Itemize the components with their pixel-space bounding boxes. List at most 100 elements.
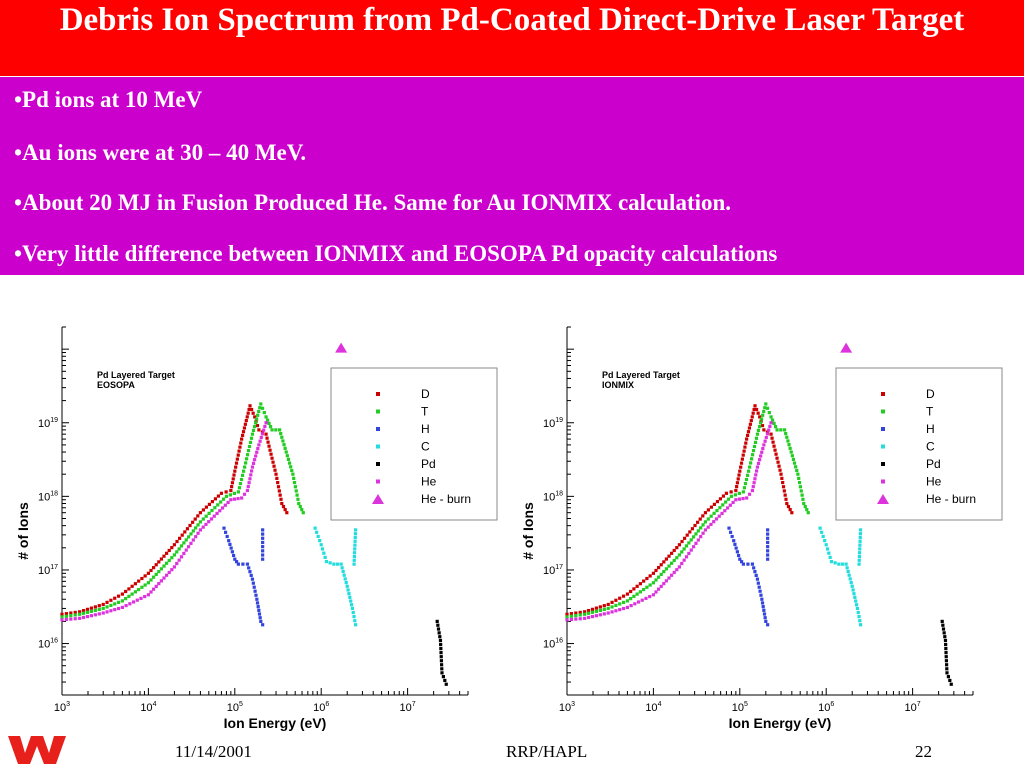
ionmix-point-he (675, 568, 679, 572)
eosopa-point-he (159, 579, 164, 583)
eosopa-point-c (322, 551, 326, 555)
eosopa-point-d (244, 418, 248, 423)
eosopa-point-he (128, 602, 132, 606)
ionmix-point-d (749, 418, 753, 423)
ionmix-point-d (739, 461, 744, 465)
ionmix-point-t (757, 425, 762, 429)
ionmix-point-t (569, 614, 574, 618)
eosopa-point-d (234, 465, 238, 469)
eosopa-point-t (101, 606, 105, 611)
eosopa-point-pd (444, 682, 448, 686)
eosopa-point-t (290, 468, 294, 473)
eosopa-point-he (218, 509, 222, 513)
eosopa-point-d (93, 605, 97, 609)
eosopa-point-t (239, 477, 244, 482)
ionmix-point-c (857, 615, 861, 619)
ionmix-point-d (685, 533, 689, 537)
ionmix-point-c (845, 566, 849, 570)
eosopa-point-h (261, 549, 265, 553)
ionmix-point-d (651, 571, 656, 575)
footer-date: 11/14/2001 (175, 742, 252, 761)
eosopa-point-pd (439, 651, 443, 655)
ionmix-point-d (688, 530, 692, 534)
eosopa-point-t (236, 490, 240, 494)
eosopa-point-t (244, 457, 249, 461)
ionmix-point-d (709, 505, 714, 509)
ionmix-point-h (739, 560, 744, 564)
eosopa-point-he (252, 458, 257, 462)
ionmix-point-t (606, 606, 610, 611)
eosopa-point-d (175, 539, 179, 544)
eosopa-point-t (232, 491, 236, 495)
eosopa-point-d (232, 473, 236, 477)
eosopa-x-tick-label-1: 104 (140, 701, 156, 714)
eosopa-point-d (242, 426, 247, 430)
ionmix-point-he (764, 435, 768, 440)
ionmix-point-he (654, 590, 658, 594)
ionmix-point-c (854, 599, 858, 603)
eosopa-point-t (246, 449, 251, 453)
ionmix-point-h (760, 601, 765, 605)
eosopa-point-c (353, 543, 357, 547)
ionmix-point-c (857, 551, 862, 555)
ionmix-point-d (680, 539, 684, 544)
eosopa-point-d (178, 536, 182, 540)
ionmix-legend-label-he-burn: He - burn (926, 492, 976, 506)
eosopa-point-d (249, 407, 254, 412)
ionmix-point-d (750, 415, 754, 419)
ionmix-point-t (755, 432, 760, 436)
eosopa-point-h (245, 562, 250, 566)
ionmix-point-t (741, 490, 745, 494)
eosopa-point-d (69, 611, 73, 615)
ionmix-point-d (659, 563, 663, 567)
eosopa-point-t (279, 431, 283, 436)
ionmix-point-he (691, 545, 696, 549)
ionmix-point-t (687, 541, 691, 545)
ionmix-point-he (757, 458, 762, 462)
eosopa-point-he (124, 603, 128, 608)
ionmix-legend-marker-he-burn (877, 494, 889, 504)
eosopa-point-t (184, 538, 188, 542)
eosopa-x-tick-label-0: 103 (54, 701, 70, 714)
ionmix-point-he (760, 450, 764, 454)
ionmix-point-he (765, 432, 770, 436)
eosopa-legend-marker-t (376, 409, 380, 414)
eosopa-point-t (285, 454, 289, 458)
bullet-au-ions: •Au ions were at 30 – 40 MeV. (14, 140, 307, 165)
eosopa-point-he (186, 545, 191, 549)
ionmix-x-axis-label: Ion Energy (eV) (729, 715, 832, 731)
eosopa-point-pd (439, 646, 443, 651)
eosopa-point-d (271, 460, 275, 464)
ionmix-point-t (621, 600, 626, 604)
ionmix-point-he (672, 570, 676, 575)
eosopa-point-he (212, 514, 216, 518)
ionmix-point-d (675, 546, 679, 550)
eosopa-point-d (268, 448, 272, 452)
ionmix-point-t (745, 473, 750, 477)
eosopa-point-d (247, 407, 251, 412)
ionmix-point-d (693, 523, 697, 528)
ionmix-point-he (762, 443, 766, 447)
ionmix-point-he (684, 555, 689, 559)
eosopa-series-h (222, 526, 265, 627)
eosopa-point-t (73, 613, 77, 617)
eosopa-point-d (124, 589, 128, 594)
eosopa-point-c (335, 562, 340, 566)
ionmix-point-d (703, 511, 708, 515)
ionmix-point-he (701, 531, 705, 535)
eosopa-y-tick-label-1: 1017 (38, 564, 58, 577)
eosopa-point-d (253, 415, 257, 419)
eosopa-point-t (137, 587, 141, 592)
eosopa-point-t (133, 590, 137, 594)
eosopa-point-h (229, 546, 233, 550)
ionmix-point-he (759, 454, 763, 458)
ionmix-point-t (715, 508, 719, 513)
ionmix-point-h (766, 528, 770, 532)
eosopa-point-he (69, 617, 73, 621)
eosopa-point-he (152, 587, 156, 591)
eosopa-point-d (243, 422, 247, 426)
ionmix-point-t (632, 594, 636, 598)
ionmix-point-t (749, 457, 754, 461)
eosopa-point-t (157, 570, 161, 574)
eosopa-point-t (105, 605, 109, 609)
